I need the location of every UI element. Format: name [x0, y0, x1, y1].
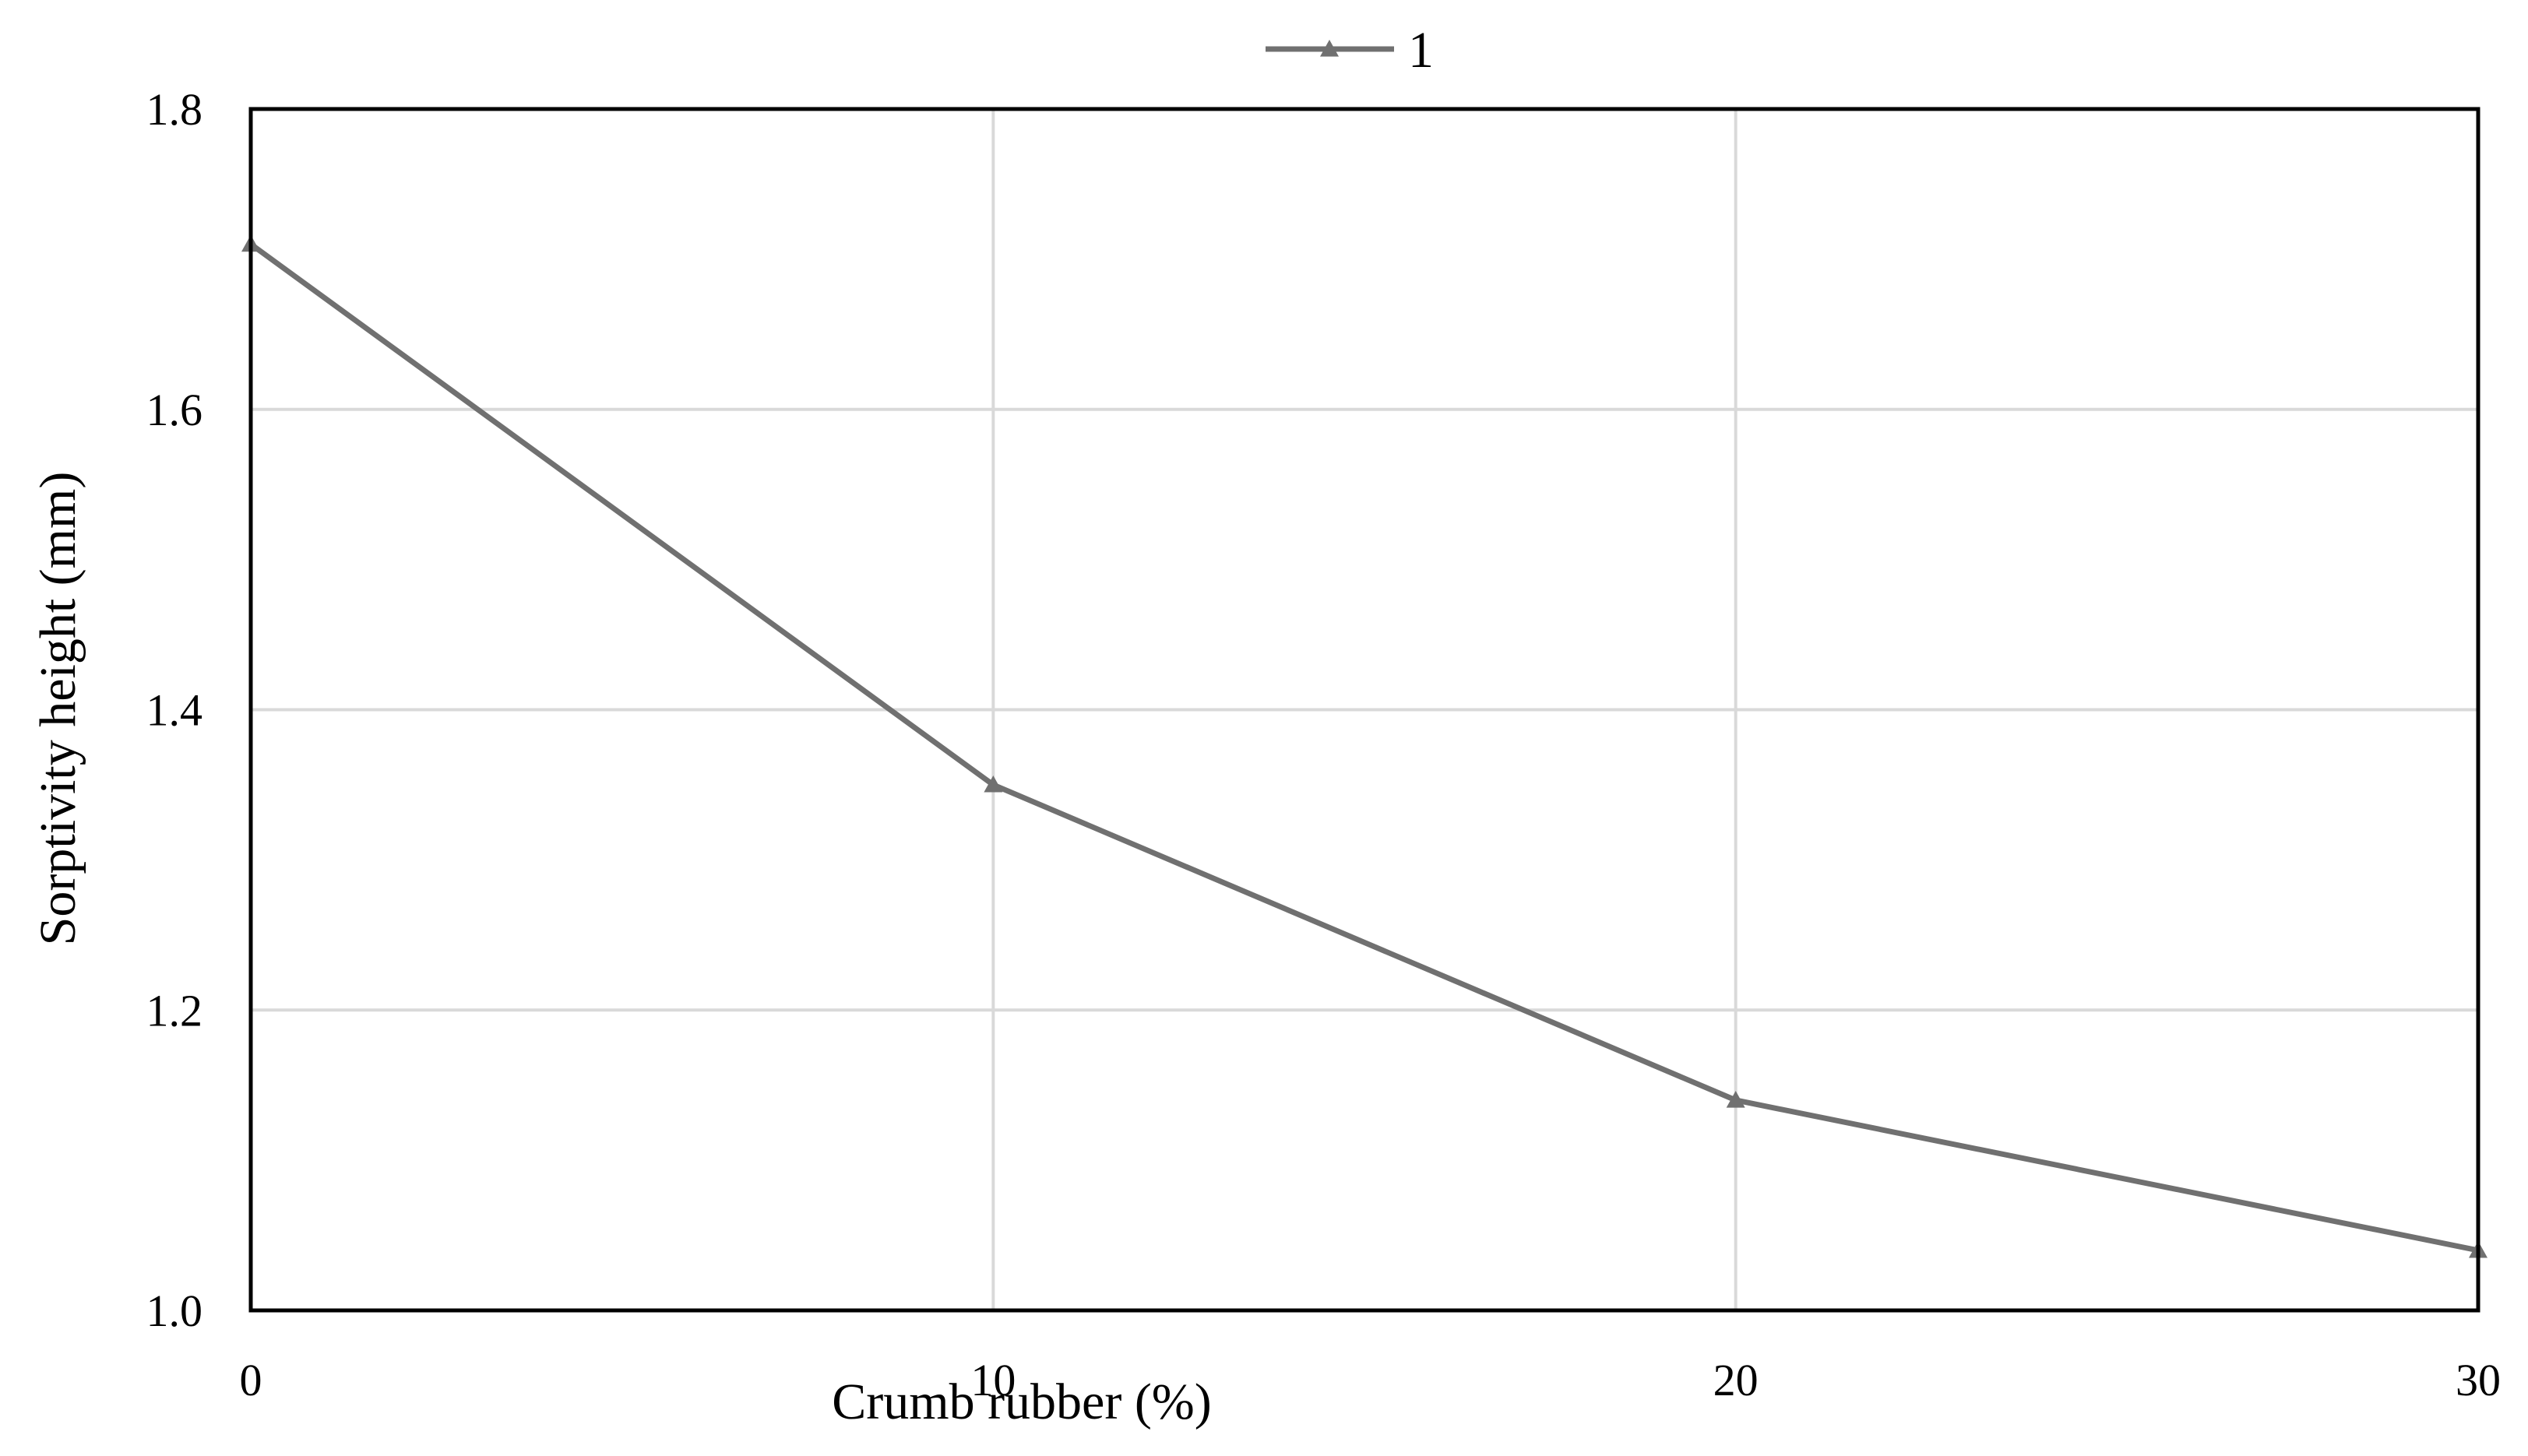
data-point-marker	[984, 775, 1003, 793]
y-axis-title: Sorptivity height (mm)	[30, 472, 86, 946]
legend-label: 1	[1408, 22, 1434, 79]
x-tick-labels: 0 10 20 30	[240, 1355, 2502, 1405]
legend: 1	[1266, 22, 1434, 79]
plot-frame	[248, 107, 2480, 1313]
y-tick-label: 1.0	[146, 1285, 203, 1336]
y-tick-label: 1.6	[146, 385, 203, 435]
x-tick-label: 0	[240, 1355, 262, 1405]
y-tick-label: 1.2	[146, 985, 203, 1036]
y-tick-labels: 1.0 1.2 1.4 1.6 1.8	[146, 84, 203, 1336]
x-tick-label: 20	[1713, 1355, 1759, 1405]
series-layer	[241, 234, 2488, 1258]
x-tick-label: 10	[970, 1355, 1016, 1405]
x-tick-label: 30	[2456, 1355, 2501, 1405]
gridlines	[249, 107, 2480, 1312]
data-point-marker	[1726, 1090, 1745, 1108]
y-tick-label: 1.8	[146, 84, 203, 135]
series-line	[248, 241, 2479, 1254]
legend-marker-icon	[1320, 40, 1339, 57]
x-axis-title: Crumb rubber (%)	[832, 1373, 1212, 1430]
y-tick-label: 1.4	[146, 685, 203, 736]
